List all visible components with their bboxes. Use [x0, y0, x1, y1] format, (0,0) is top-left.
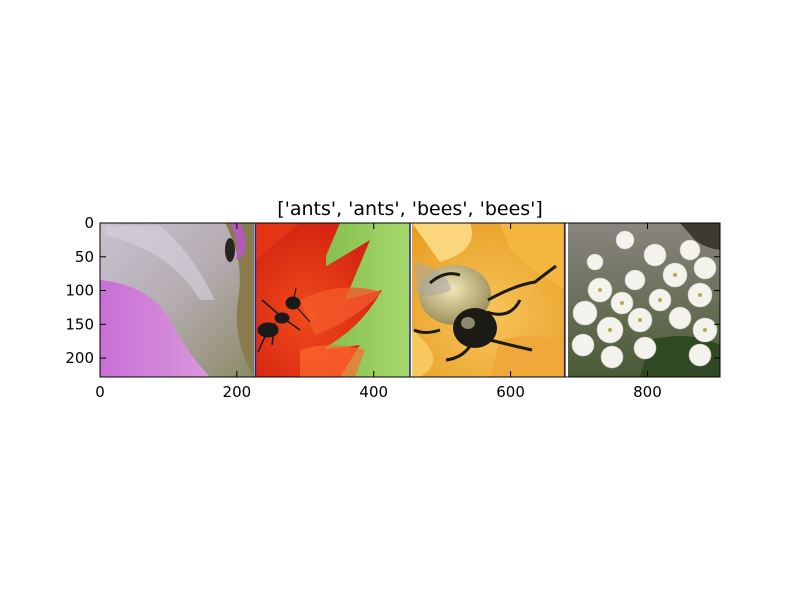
x-tick-label: 400	[359, 383, 388, 401]
y-tick-label: 50	[75, 248, 94, 266]
y-tick-label: 0	[84, 214, 94, 232]
y-tick-label: 150	[65, 315, 94, 333]
y-axis: 0 50 100 150 200	[65, 214, 720, 367]
y-tick-label: 100	[65, 282, 94, 300]
panel-2-ant-on-red-flower	[256, 223, 410, 377]
x-tick-label: 600	[496, 383, 525, 401]
axes-frame	[99, 222, 721, 378]
x-tick-label: 0	[95, 383, 105, 401]
chart-title: ['ants', 'ants', 'bees', 'bees']	[277, 198, 543, 220]
x-tick-label: 200	[223, 383, 252, 401]
x-axis: 0 200 400 600 800	[95, 223, 662, 401]
panel-3-bee-on-yellow-flower	[412, 223, 566, 377]
panel-separators	[254, 223, 566, 377]
image-panels	[100, 223, 720, 377]
panel-1-ant-on-petal	[100, 223, 254, 377]
panel-4-white-flowers	[568, 223, 720, 377]
y-tick-label: 200	[65, 349, 94, 367]
x-tick-label: 800	[633, 383, 662, 401]
